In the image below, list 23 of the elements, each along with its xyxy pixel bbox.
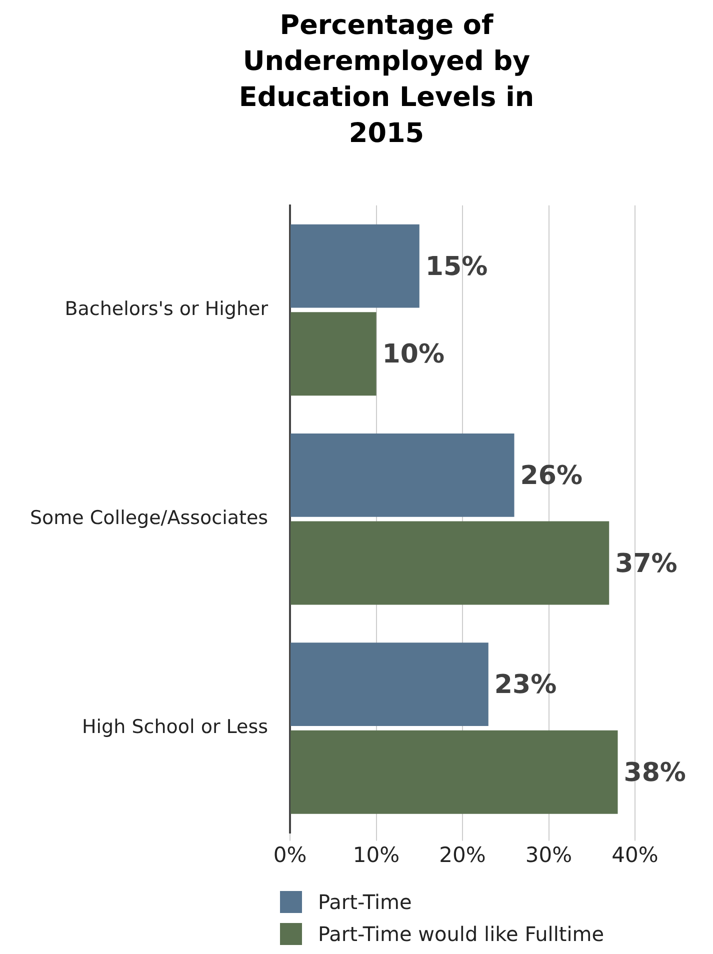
- y-tick-label: High School or Less: [82, 716, 268, 738]
- data-label: 10%: [382, 340, 445, 370]
- x-tick-label: 10%: [352, 842, 400, 867]
- chart-title: Percentage of Underemployed by Education Levels in 2015: [238, 9, 536, 151]
- x-tick-label: 0%: [273, 842, 307, 867]
- bar: [290, 730, 618, 814]
- x-tick-label: 30%: [525, 842, 572, 867]
- y-tick-label: Some College/Associates: [30, 507, 268, 530]
- data-label: 15%: [425, 252, 488, 282]
- legend-label: Part-Time would like Fulltime: [318, 922, 604, 946]
- data-label: 23%: [494, 670, 557, 700]
- bar: [290, 521, 610, 605]
- y-tick-label: Bachelors's or Higher: [64, 298, 268, 320]
- bar: [290, 224, 420, 308]
- bar: [290, 433, 514, 517]
- legend-label: Part-Time: [318, 890, 412, 914]
- data-label: 37%: [615, 548, 678, 579]
- data-label: 26%: [520, 460, 582, 491]
- bar: [290, 642, 488, 726]
- x-tick-label: 40%: [612, 842, 658, 867]
- data-label: 38%: [624, 758, 686, 788]
- bar: [290, 312, 376, 396]
- x-tick-label: 20%: [439, 842, 486, 867]
